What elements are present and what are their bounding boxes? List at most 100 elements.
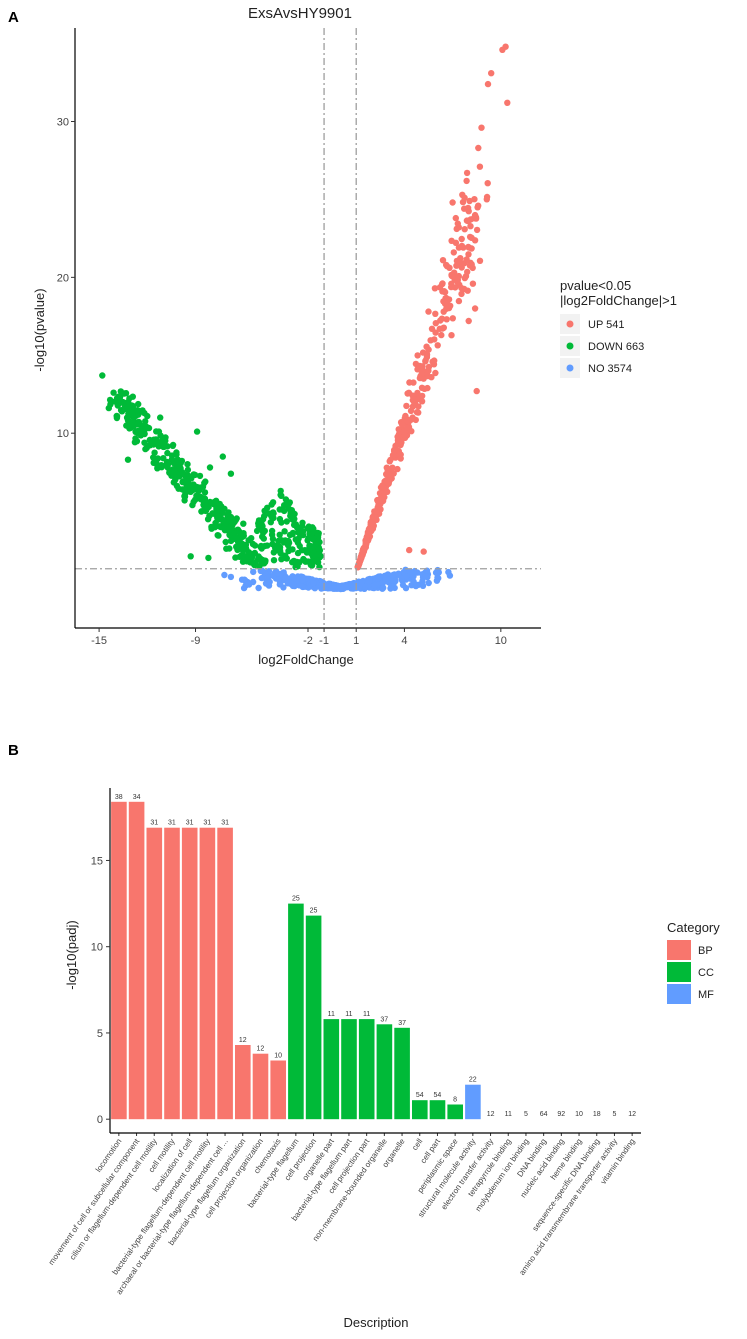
volcano-point-down [270, 514, 277, 522]
volcano-point-down [181, 493, 189, 500]
volcano-point-down [153, 428, 160, 435]
volcano-point-up [474, 204, 481, 211]
volcano-point-down [131, 439, 139, 446]
volcano-plot-area: -15 -9 -2 -1 1 4 10 10 20 30 [57, 28, 541, 647]
volcano-point-down [261, 527, 268, 535]
volcano-point-up [473, 226, 481, 234]
volcano-point-down [226, 531, 233, 539]
volcano-point-up [420, 548, 427, 555]
volcano-point-up [439, 257, 447, 264]
volcano-point-down [132, 428, 139, 435]
volcano-point-down [282, 496, 290, 503]
volcano-point-no [365, 578, 373, 585]
volcano-point-down [196, 472, 204, 480]
volcano-point-up [410, 396, 418, 403]
volcano-point-up [449, 199, 456, 206]
volcano-point-down [198, 494, 205, 501]
volcano-point-up [410, 379, 417, 386]
bar-count-label: 25 [310, 908, 318, 915]
bar-bp [146, 827, 163, 1120]
volcano-point-up [454, 220, 461, 227]
volcano-point-down [161, 436, 168, 443]
volcano-point-up [463, 169, 471, 177]
volcano-point-no [240, 584, 248, 592]
volcano-point-down [160, 455, 167, 462]
volcano-point-up [476, 257, 484, 264]
volcano-point-down [150, 459, 157, 466]
bar-count-label: 10 [274, 1053, 282, 1060]
volcano-point-up [467, 223, 474, 230]
volcano-point-down [107, 401, 114, 408]
volcano-point-down [154, 439, 162, 446]
legend-swatch-bp [667, 940, 691, 960]
volcano-point-down [222, 538, 229, 546]
volcano-point-no [276, 581, 283, 588]
volcano-point-up [453, 262, 460, 269]
volcano-ytick-label: 10 [57, 428, 69, 440]
volcano-point-no [382, 575, 389, 582]
volcano-point-down [228, 522, 236, 529]
volcano-point-down [285, 505, 292, 512]
volcano-point-down [296, 542, 303, 550]
volcano-point-down [268, 527, 276, 535]
volcano-point-no [325, 581, 332, 588]
volcano-point-no [446, 572, 454, 579]
volcano-point-down [205, 554, 212, 562]
volcano-point-up [419, 392, 426, 400]
volcano-point-no [380, 584, 387, 592]
volcano-point-down [148, 440, 156, 447]
volcano-point-down [314, 557, 321, 564]
bar-cc [376, 1024, 393, 1120]
volcano-point-up [414, 389, 421, 397]
volcano-point-up [379, 493, 387, 500]
volcano-point-up [463, 177, 470, 185]
volcano-point-up [434, 342, 441, 349]
volcano-point-up [463, 256, 470, 263]
volcano-point-up [432, 310, 439, 317]
volcano-point-down [309, 552, 316, 560]
volcano-point-down [258, 557, 265, 564]
volcano-point-up [465, 251, 472, 258]
volcano-point-no [306, 575, 313, 583]
volcano-legend: pvalue<0.05 |log2FoldChange|>1 UP 541 DO… [560, 278, 677, 378]
volcano-point-down [144, 412, 151, 420]
volcano-point-up [450, 249, 457, 256]
volcano-point-down [291, 510, 298, 518]
volcano-ytick-label: 30 [57, 117, 69, 129]
bar-ytick-label: 10 [91, 942, 103, 954]
volcano-point-no [407, 568, 414, 575]
volcano-point-up [365, 531, 372, 538]
bar-count-label: 5 [524, 1111, 528, 1118]
bar-count-label: 31 [168, 820, 176, 827]
volcano-xtick-label: -2 [303, 635, 313, 647]
legend-dot-up [566, 320, 574, 328]
volcano-point-no [402, 584, 410, 592]
volcano-point-up [394, 465, 401, 473]
volcano-point-up [436, 284, 444, 291]
volcano-point-down [176, 473, 183, 480]
volcano-point-no [311, 585, 319, 592]
volcano-point-up [461, 274, 468, 282]
volcano-point-down [238, 532, 245, 539]
volcano-point-down [227, 470, 235, 477]
volcano-point-down [240, 520, 247, 527]
volcano-point-no [285, 579, 292, 586]
bar-ytick-label: 5 [97, 1028, 103, 1040]
bar-count-label: 11 [363, 1011, 370, 1018]
volcano-point-down [134, 421, 141, 428]
bar-count-label: 11 [328, 1011, 335, 1018]
bar-count-label: 92 [557, 1111, 565, 1118]
volcano-point-down [316, 538, 323, 546]
volcano-point-up [458, 290, 465, 298]
bar-count-label: 22 [469, 1077, 477, 1084]
bar-count-label: 31 [186, 820, 194, 827]
volcano-xtick-label: -15 [91, 635, 107, 647]
volcano-point-up [471, 305, 479, 312]
bar-cc [429, 1100, 446, 1120]
volcano-point-up [360, 547, 367, 555]
bar-cc [323, 1019, 340, 1120]
volcano-xtick-label: -9 [191, 635, 201, 647]
volcano-point-no [291, 575, 298, 582]
volcano-point-no [227, 573, 235, 581]
volcano-point-down [130, 414, 137, 421]
